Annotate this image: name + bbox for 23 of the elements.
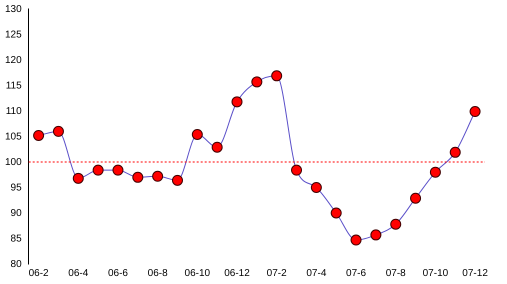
x-tick-label: 07-4 <box>306 268 327 279</box>
x-tick-label: 07-10 <box>422 268 449 279</box>
y-tick-label: 105 <box>4 131 22 142</box>
x-tick-label: 06-8 <box>148 268 168 279</box>
y-tick-label: 80 <box>10 258 22 270</box>
y-tick-label: 130 <box>4 4 22 15</box>
x-tick-label: 06-10 <box>184 268 211 279</box>
y-tick-label: 85 <box>10 233 22 244</box>
y-tick-label: 115 <box>6 80 22 92</box>
x-tick-label: 07-12 <box>462 268 488 279</box>
x-tick-label: 06-12 <box>224 268 250 279</box>
x-tick-label: 07-8 <box>386 268 406 279</box>
x-tick-label: 06-4 <box>68 268 89 279</box>
y-tick-label: 110 <box>6 106 22 117</box>
x-tick-label: 07-2 <box>266 268 288 279</box>
y-tick-label: 120 <box>4 54 22 66</box>
y-tick-label: 100 <box>4 156 22 168</box>
x-tick-label: 07-6 <box>346 268 366 279</box>
y-tick-label: 95 <box>10 182 22 194</box>
y-tick-label: 90 <box>10 208 22 219</box>
x-tick-label: 06-6 <box>108 268 128 279</box>
y-tick-label: 125 <box>4 29 22 40</box>
x-tick-label: 06-2 <box>28 268 50 279</box>
